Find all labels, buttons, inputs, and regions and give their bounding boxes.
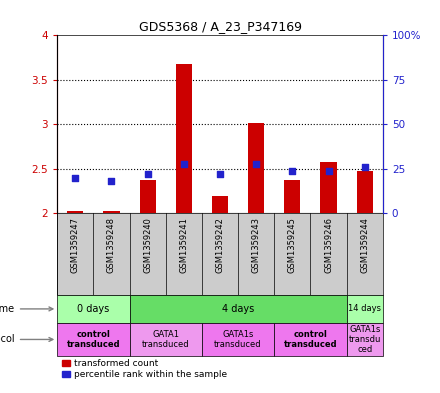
Text: GSM1359247: GSM1359247 (71, 217, 80, 273)
Bar (139, 180, 156, 213)
Bar (176, 64, 192, 213)
Point (289, 167, 296, 174)
Point (216, 171, 224, 178)
Text: GSM1359246: GSM1359246 (324, 217, 333, 273)
Point (361, 164, 368, 170)
Text: time: time (0, 304, 53, 314)
Bar (320, 162, 337, 213)
Bar (57, 295, 129, 323)
Text: GSM1359242: GSM1359242 (216, 217, 224, 273)
Text: GATA1s
transduced: GATA1s transduced (214, 330, 262, 349)
Bar (284, 180, 301, 213)
Bar (347, 323, 383, 356)
Text: control
transduced: control transduced (284, 330, 337, 349)
Text: control
transduced: control transduced (66, 330, 120, 349)
Text: 14 days: 14 days (348, 305, 381, 313)
Point (325, 167, 332, 174)
Bar (103, 211, 120, 213)
Point (72, 175, 79, 181)
Text: GSM1359241: GSM1359241 (180, 217, 188, 273)
Bar (67, 211, 84, 213)
Bar (202, 323, 274, 356)
Text: GSM1359240: GSM1359240 (143, 217, 152, 273)
Point (144, 171, 151, 178)
Bar (248, 123, 264, 213)
Text: 0 days: 0 days (77, 304, 110, 314)
Bar (347, 295, 383, 323)
Bar (356, 171, 373, 213)
Text: protocol: protocol (0, 334, 53, 344)
Bar (57, 323, 129, 356)
Text: 4 days: 4 days (222, 304, 254, 314)
Bar (129, 295, 347, 323)
Legend: transformed count, percentile rank within the sample: transformed count, percentile rank withi… (62, 359, 227, 379)
Point (253, 160, 260, 167)
Text: GSM1359244: GSM1359244 (360, 217, 369, 273)
Bar (274, 323, 347, 356)
Bar (212, 196, 228, 213)
Point (180, 160, 187, 167)
Text: GATA1s
transdu
ced: GATA1s transdu ced (348, 325, 381, 354)
Text: GSM1359243: GSM1359243 (252, 217, 260, 273)
Title: GDS5368 / A_23_P347169: GDS5368 / A_23_P347169 (139, 20, 301, 33)
Text: GATA1
transduced: GATA1 transduced (142, 330, 190, 349)
Text: GSM1359248: GSM1359248 (107, 217, 116, 273)
Bar (129, 323, 202, 356)
Text: GSM1359245: GSM1359245 (288, 217, 297, 273)
Point (108, 178, 115, 185)
